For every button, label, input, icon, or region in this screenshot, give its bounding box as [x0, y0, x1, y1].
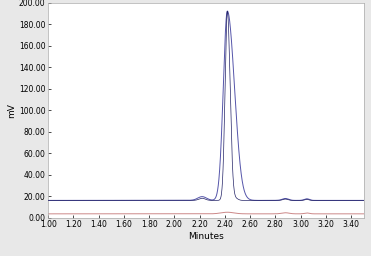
Y-axis label: mV: mV	[7, 103, 16, 118]
X-axis label: Minutes: Minutes	[188, 232, 224, 241]
